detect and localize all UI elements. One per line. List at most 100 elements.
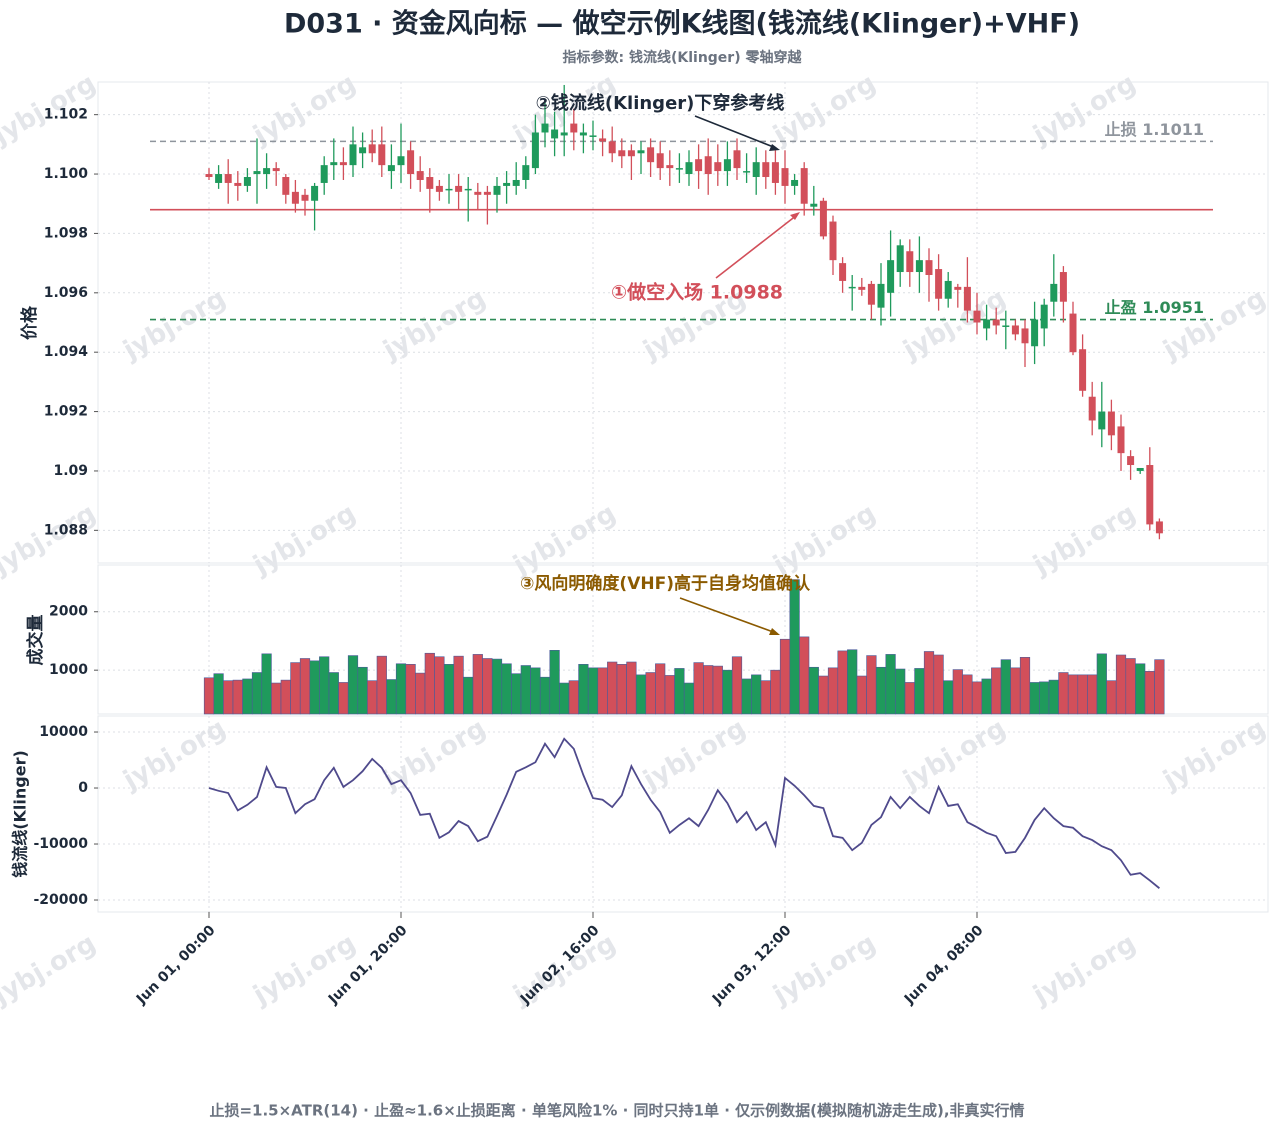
candle-body (896, 245, 904, 273)
volume-bar (443, 664, 455, 715)
volume-bar (549, 650, 560, 715)
volume-bar (683, 682, 695, 715)
candle-body (714, 162, 722, 172)
y-tick-label: 0 (78, 780, 88, 796)
candle-body (695, 159, 703, 172)
candle-body (810, 203, 818, 207)
watermark: jybj.org (638, 713, 751, 796)
volume-bar (511, 673, 522, 715)
reference-label: 止盈 1.0951 (1105, 298, 1204, 317)
candle-body (522, 165, 530, 180)
watermark: jybj.org (508, 498, 621, 581)
volume-bar (309, 660, 320, 715)
x-tick-label: Jun 04, 08:00 (901, 922, 987, 1008)
volume-bar (338, 682, 349, 715)
candle-body (637, 150, 645, 154)
volume-bar (616, 664, 627, 715)
candle-body (819, 200, 827, 237)
volume-bar (693, 662, 704, 715)
watermark: jybj.org (0, 928, 101, 1011)
volume-bar (290, 662, 301, 715)
volume-bar (1115, 654, 1127, 715)
candle-body (301, 194, 309, 201)
chart-title: D031 · 资金风向标 — 做空示例K线图(钱流线(Klinger)+VHF) (284, 8, 1080, 40)
volume-bar (1039, 681, 1050, 715)
arrow (694, 115, 777, 149)
arrow (679, 597, 777, 634)
volume-bar (885, 654, 896, 715)
candle-body (291, 191, 299, 204)
volume-bar (789, 579, 800, 715)
panel-frame (97, 715, 1269, 913)
volume-bar (1010, 667, 1021, 715)
candle-body (675, 168, 683, 170)
arrow-head (769, 628, 780, 635)
candle-body (829, 221, 837, 261)
candle-body (531, 132, 539, 169)
candle-body (1107, 411, 1115, 436)
volume-bar (367, 680, 378, 715)
volume-bar (472, 654, 483, 715)
volume-bar (991, 667, 1002, 715)
volume-bar (299, 658, 311, 715)
candle-body (839, 263, 847, 281)
volume-bar (1000, 659, 1011, 715)
candle-body (1040, 304, 1048, 329)
volume-bar (347, 655, 359, 715)
volume-bar (875, 666, 887, 715)
candle-body (1031, 319, 1039, 347)
candle-body (848, 286, 856, 289)
volume-bar (1125, 658, 1136, 715)
candle-body (234, 182, 242, 186)
candle-body (272, 168, 280, 172)
watermark: jybj.org (248, 68, 361, 151)
candle-body (1146, 465, 1154, 525)
volume-bar (453, 655, 464, 715)
candle-body (954, 286, 962, 290)
volume-bar (808, 666, 819, 715)
y-tick-label: 1.088 (44, 522, 88, 538)
entry-label: ①做空入场 1.0988 (611, 281, 783, 304)
candle-body (1136, 467, 1144, 471)
candle-body (800, 168, 808, 204)
candle-body (426, 177, 434, 189)
volume-bar (847, 649, 858, 715)
y-tick-label: 1.100 (44, 166, 89, 182)
volume-bar (1106, 680, 1117, 715)
candle-body (925, 260, 933, 275)
volume-bar (741, 678, 752, 715)
candle-body (445, 188, 453, 191)
y-tick-label: 1.098 (44, 225, 88, 241)
y-axis-title: 成交量 (25, 615, 46, 666)
volume-bar (242, 678, 253, 715)
volume-bar (271, 682, 282, 715)
panel-frame (97, 81, 1269, 564)
volume-bar (203, 677, 215, 715)
watermark: jybj.org (118, 713, 231, 796)
candle-body (282, 177, 290, 195)
volume-bar (770, 669, 781, 715)
annotation: ②钱流线(Klinger)下穿参考线 (536, 92, 785, 114)
volume-bar (837, 650, 848, 715)
x-tick-label: Jun 01, 00:00 (133, 922, 219, 1008)
candle-body (771, 162, 779, 183)
volume-bar (895, 668, 906, 715)
candle-body (1098, 411, 1106, 430)
candle-body (349, 144, 357, 166)
candle-body (781, 168, 789, 186)
candle-body (733, 150, 741, 169)
volume-bar (213, 673, 224, 715)
volume-bar (405, 664, 416, 715)
volume-bar (914, 668, 925, 715)
watermark: jybj.org (378, 713, 491, 796)
volume-bar (731, 656, 743, 715)
watermark: jybj.org (1028, 928, 1141, 1011)
candle-body (867, 283, 875, 305)
candle-body (858, 286, 866, 290)
volume-bar (559, 682, 570, 715)
candle-body (944, 280, 952, 299)
candle-body (205, 174, 213, 178)
candle-body (1050, 283, 1058, 302)
candle-body (579, 132, 587, 136)
watermark: jybj.org (1158, 713, 1271, 796)
